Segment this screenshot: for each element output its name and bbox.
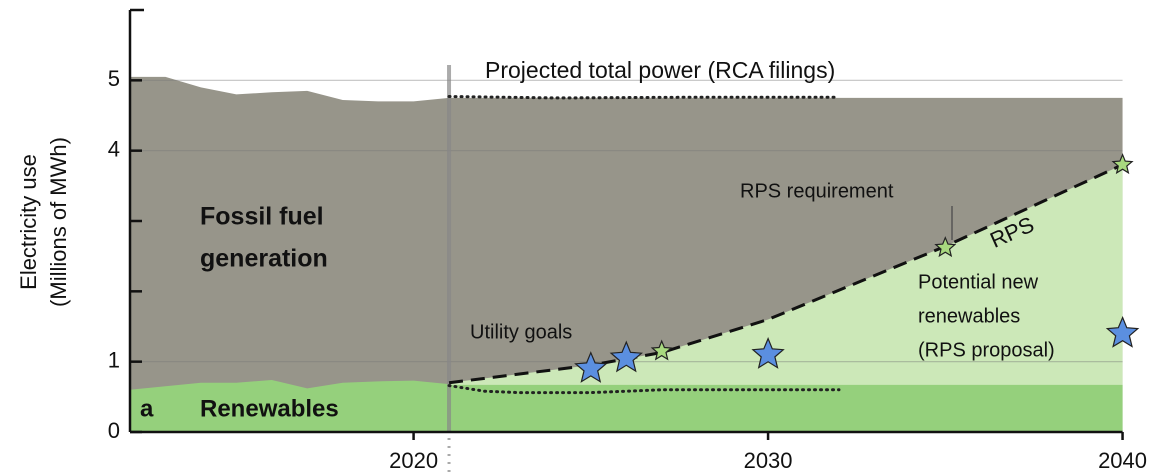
x-tick-label: 2040 <box>1098 448 1147 473</box>
annotation: renewables <box>918 305 1020 327</box>
annotation: Potential new <box>918 271 1039 293</box>
y-axis-label: Electricity use <box>16 154 41 290</box>
annotation: Renewables <box>200 395 339 422</box>
projection-dotted-line <box>447 95 841 100</box>
annotation: Projected total power (RCA filings) <box>485 57 835 83</box>
annotation: Fossil fuel <box>200 203 324 231</box>
x-tick-label: 2030 <box>744 448 793 473</box>
star <box>1111 153 1134 175</box>
star <box>609 340 643 373</box>
rps-area <box>449 164 1123 432</box>
annotation: RPS requirement <box>740 180 894 202</box>
annotation: a <box>140 395 154 422</box>
y-tick-label: 4 <box>108 136 120 161</box>
total-history-area <box>130 76 450 433</box>
annotation: Utility goals <box>470 321 572 343</box>
renewables-projection-area <box>449 384 1123 432</box>
star <box>1105 315 1140 348</box>
renewables-dotted-line <box>447 384 841 395</box>
y-tick-label: 5 <box>108 66 120 91</box>
y-tick-label: 0 <box>108 418 120 443</box>
renewables-history-area <box>130 379 450 432</box>
annotation: (RPS proposal) <box>918 339 1055 361</box>
rps-line <box>448 163 1124 385</box>
star <box>574 351 608 383</box>
y-tick-label: 1 <box>108 347 120 372</box>
annotation: generation <box>200 245 328 273</box>
star <box>934 236 957 258</box>
star <box>751 337 785 369</box>
x-tick-label: 2020 <box>389 448 438 473</box>
star <box>650 339 673 361</box>
y-axis-label: (Millions of MWh) <box>46 137 71 307</box>
